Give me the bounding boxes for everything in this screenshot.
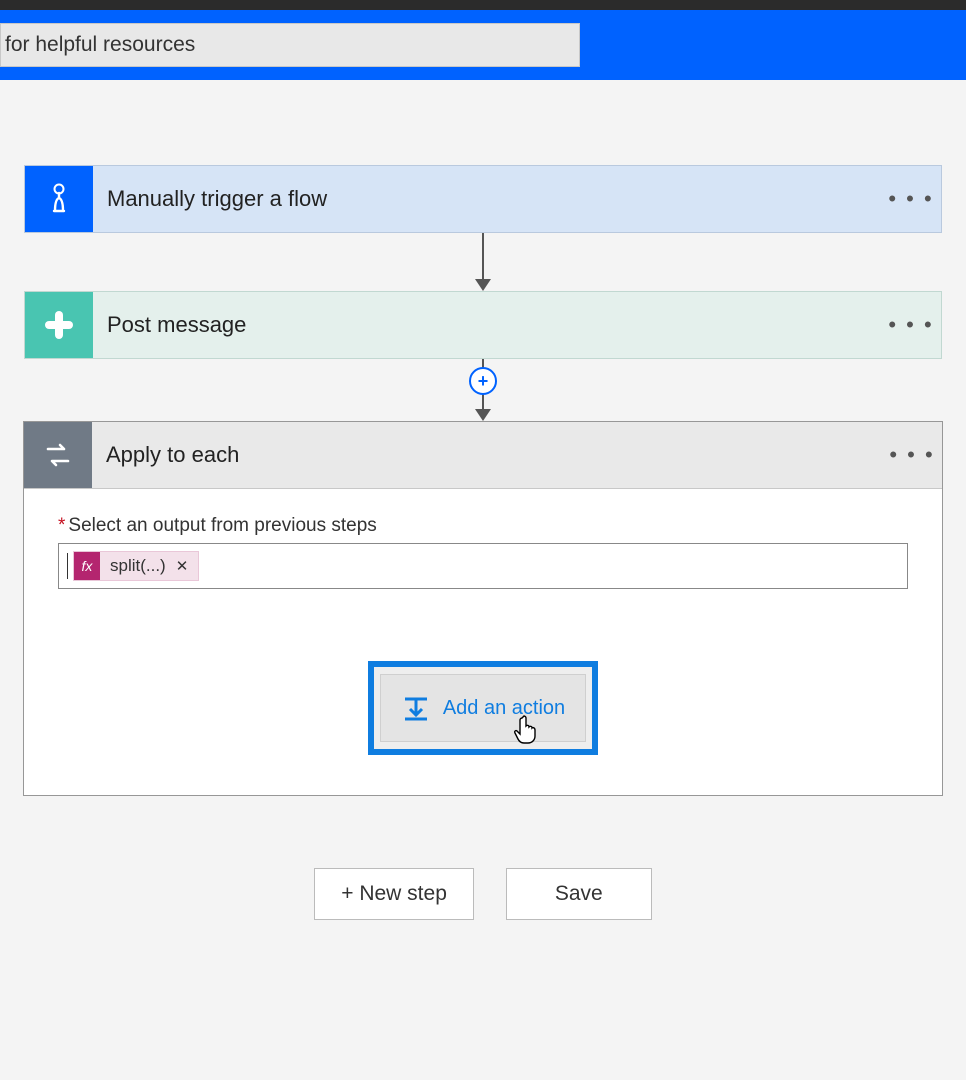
select-output-label: *Select an output from previous steps — [58, 515, 908, 537]
add-action-highlight: Add an action — [368, 661, 598, 755]
fx-icon: fx — [74, 552, 100, 580]
add-action-icon — [401, 695, 431, 721]
expression-token-text: split(...) — [100, 556, 176, 576]
apply-to-each-header[interactable]: Apply to each • • • — [24, 421, 942, 489]
search-help-input[interactable]: for helpful resources — [0, 23, 580, 67]
select-output-input[interactable]: fx split(...) ✕ — [58, 543, 908, 589]
loop-icon — [24, 422, 92, 488]
window-chrome — [0, 0, 966, 10]
new-step-button[interactable]: + New step — [314, 868, 474, 920]
footer-buttons: + New step Save — [314, 868, 652, 920]
required-star: * — [58, 515, 65, 536]
trigger-menu-button[interactable]: • • • — [881, 186, 941, 212]
slack-icon — [25, 292, 93, 358]
flow-canvas: Manually trigger a flow • • • Post messa… — [0, 80, 966, 920]
search-help-text: for helpful resources — [5, 33, 195, 57]
apply-to-each-menu-button[interactable]: • • • — [882, 442, 942, 468]
command-bar: for helpful resources — [0, 10, 966, 80]
add-action-label: Add an action — [443, 697, 565, 720]
post-message-title: Post message — [93, 312, 881, 338]
expression-token-remove[interactable]: ✕ — [176, 557, 199, 575]
select-output-label-text: Select an output from previous steps — [68, 515, 376, 536]
expression-token[interactable]: fx split(...) ✕ — [73, 551, 199, 581]
post-message-card[interactable]: Post message • • • — [24, 291, 942, 359]
trigger-title: Manually trigger a flow — [93, 186, 881, 212]
save-button[interactable]: Save — [506, 868, 652, 920]
manual-trigger-icon — [25, 166, 93, 232]
apply-to-each-container: Apply to each • • • *Select an output fr… — [23, 421, 943, 796]
post-message-menu-button[interactable]: • • • — [881, 312, 941, 338]
text-cursor — [67, 553, 68, 579]
connector-with-insert: + — [475, 359, 491, 421]
apply-to-each-title: Apply to each — [92, 442, 882, 468]
apply-to-each-body: *Select an output from previous steps fx… — [24, 489, 942, 795]
connector-arrow — [475, 233, 491, 291]
add-action-button[interactable]: Add an action — [380, 674, 586, 742]
insert-step-button[interactable]: + — [469, 367, 497, 395]
trigger-card[interactable]: Manually trigger a flow • • • — [24, 165, 942, 233]
